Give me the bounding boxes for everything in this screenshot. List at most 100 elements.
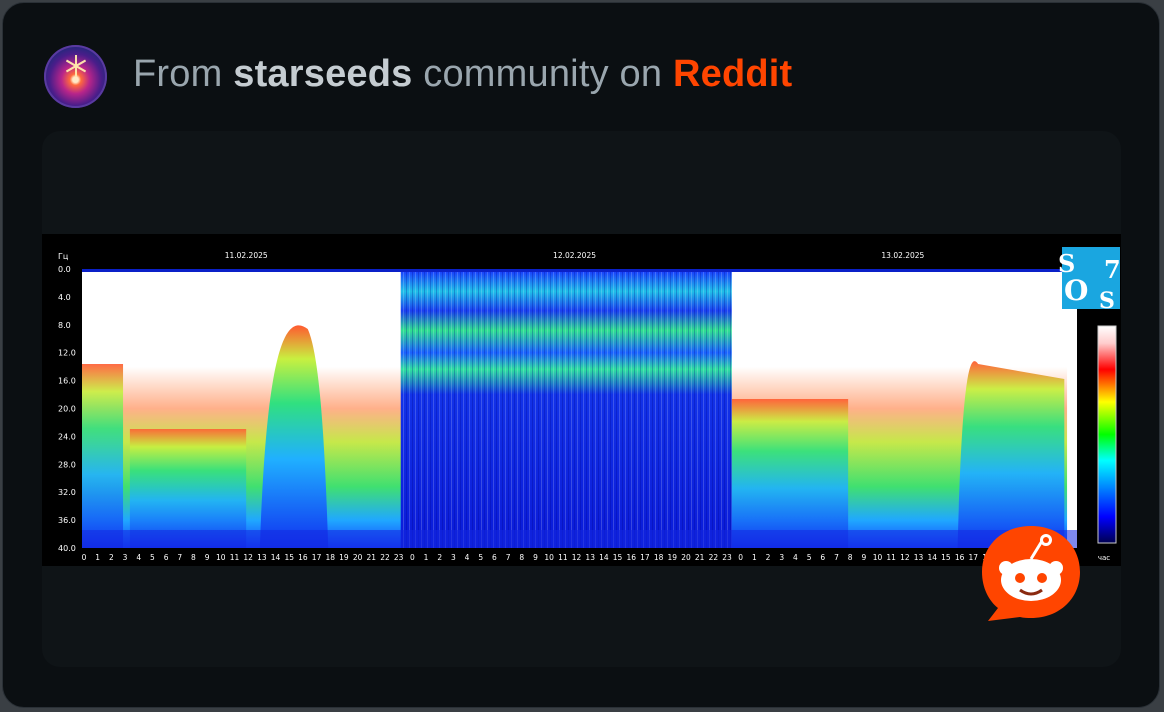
- x-tick-label: 7: [834, 553, 839, 562]
- x-tick-label: 9: [205, 553, 210, 562]
- spectrogram-axes: Гц 0.0 4.0 8.0 12.0 16.0 20.0 24.0 28.0 32.0 36.0 4…: [58, 247, 1137, 562]
- x-tick-label: 5: [807, 553, 812, 562]
- x-tick-label: 13: [257, 553, 267, 562]
- x-tick-label: 4: [465, 553, 470, 562]
- x-tick-label: 23: [722, 553, 732, 562]
- x-tick-label: 14: [599, 553, 609, 562]
- x-tick-label: 22: [380, 553, 390, 562]
- y-tick-label: 8.0: [58, 321, 71, 330]
- x-tick-label: 18: [654, 553, 664, 562]
- x-tick-label: 20: [681, 553, 691, 562]
- day3-late: [957, 361, 1065, 548]
- x-tick-label: 6: [164, 553, 169, 562]
- x-tick-label: 4: [136, 553, 141, 562]
- y-tick-label: 40.0: [58, 544, 76, 553]
- x-tick-label: 7: [177, 553, 182, 562]
- community-avatar-icon[interactable]: [44, 45, 107, 108]
- x-tick-label: 3: [779, 553, 784, 562]
- x-tick-label: 2: [766, 553, 771, 562]
- x-tick-label: 12: [572, 553, 582, 562]
- x-tick-label: 15: [941, 553, 951, 562]
- x-tick-label: 3: [451, 553, 456, 562]
- y-tick-label: 32.0: [58, 488, 76, 497]
- sos70-logo-letter: S: [1099, 288, 1115, 314]
- post-source-header: From starseeds community on Reddit: [133, 53, 792, 96]
- day2-stripes: [400, 269, 732, 548]
- x-tick-label: 13: [914, 553, 924, 562]
- y-tick-label: 16.0: [58, 377, 76, 386]
- y-tick-label: 24.0: [58, 432, 76, 441]
- x-tick-label: 9: [533, 553, 538, 562]
- y-tick-label: 12.0: [58, 349, 76, 358]
- sos70-logo-letter: O: [1064, 274, 1088, 307]
- x-tick-label: 4: [793, 553, 798, 562]
- x-tick-label: 5: [150, 553, 155, 562]
- x-tick-label: 12: [243, 553, 253, 562]
- x-tick-label: 14: [271, 553, 281, 562]
- x-tick-label: 11: [558, 553, 568, 562]
- x-tick-label: 2: [109, 553, 114, 562]
- x-tick-label: 0: [82, 553, 87, 562]
- x-tick-label: 2: [437, 553, 442, 562]
- x-tick-label: 3: [123, 553, 128, 562]
- x-tick-label: 9: [861, 553, 866, 562]
- header-middle: community on: [423, 53, 663, 95]
- day1-hump: [259, 325, 329, 548]
- x-tick-label: 6: [492, 553, 497, 562]
- top-band: [82, 269, 1077, 272]
- x-tick-label: 16: [626, 553, 636, 562]
- low-band: [82, 530, 1077, 548]
- sos70-logo-letter: 70: [1104, 255, 1121, 284]
- x-tick-label: 5: [478, 553, 483, 562]
- sos70-logo-letter: S: [1058, 249, 1075, 278]
- x-tick-label: 16: [955, 553, 965, 562]
- y-axis-label: Гц: [58, 252, 69, 261]
- y-tick-label: 0.0: [58, 265, 71, 274]
- x-tick-label: 21: [367, 553, 377, 562]
- x-tick-label: 10: [216, 553, 226, 562]
- y-tick-label: 20.0: [58, 405, 76, 414]
- x-tick-label: 19: [339, 553, 349, 562]
- spectrogram-plot-area: [82, 269, 1077, 548]
- community-name-link[interactable]: starseeds: [233, 53, 413, 95]
- x-tick-label: 8: [519, 553, 524, 562]
- x-tick-label: 17: [640, 553, 650, 562]
- x-tick-label: 1: [424, 553, 429, 562]
- y-tick-label: 36.0: [58, 516, 76, 525]
- x-tick-label: 7: [506, 553, 511, 562]
- x-tick-label: 11: [886, 553, 896, 562]
- x-tick-label: 22: [709, 553, 719, 562]
- x-tick-label: 1: [752, 553, 757, 562]
- x-tick-label: 10: [544, 553, 554, 562]
- date-label: 11.02.2025: [225, 251, 268, 260]
- x-tick-label: 20: [353, 553, 363, 562]
- day1-early: [82, 364, 124, 548]
- x-tick-label: 17: [969, 553, 979, 562]
- x-tick-label: 23: [394, 553, 404, 562]
- spectrogram-image[interactable]: Гц 0.0 4.0 8.0 12.0 16.0 20.0 24.0 28.0 32.0 36.0 4…: [42, 234, 1137, 566]
- x-tick-label: 1: [95, 553, 100, 562]
- x-tick-label: 11: [230, 553, 240, 562]
- reddit-brand-link[interactable]: Reddit: [672, 53, 793, 95]
- x-tick-label: 14: [927, 553, 937, 562]
- x-tick-label: 18: [325, 553, 335, 562]
- reddit-snoo-icon: [982, 526, 1080, 621]
- spectrogram-chart: Гц 0.0 4.0 8.0 12.0 16.0 20.0 24.0 28.0 32.0 36.0 4…: [58, 247, 1137, 562]
- x-tick-label: 10: [873, 553, 883, 562]
- x-tick-label: 17: [312, 553, 322, 562]
- x-tick-label: 0: [738, 553, 743, 562]
- sos70-logo-icon: [1062, 247, 1120, 309]
- colorbar: [1097, 325, 1117, 544]
- y-tick-label: 4.0: [58, 293, 71, 302]
- x-tick-label: 13: [585, 553, 595, 562]
- date-label: 13.02.2025: [881, 251, 924, 260]
- x-axis-label: час: [1098, 554, 1110, 562]
- x-tick-label: 8: [191, 553, 196, 562]
- day1-mid: [129, 429, 247, 548]
- x-tick-label: 21: [695, 553, 705, 562]
- date-label: 12.02.2025: [553, 251, 596, 260]
- x-tick-label: 0: [410, 553, 415, 562]
- x-tick-label: 12: [900, 553, 910, 562]
- x-tick-label: 6: [820, 553, 825, 562]
- x-tick-label: 19: [668, 553, 678, 562]
